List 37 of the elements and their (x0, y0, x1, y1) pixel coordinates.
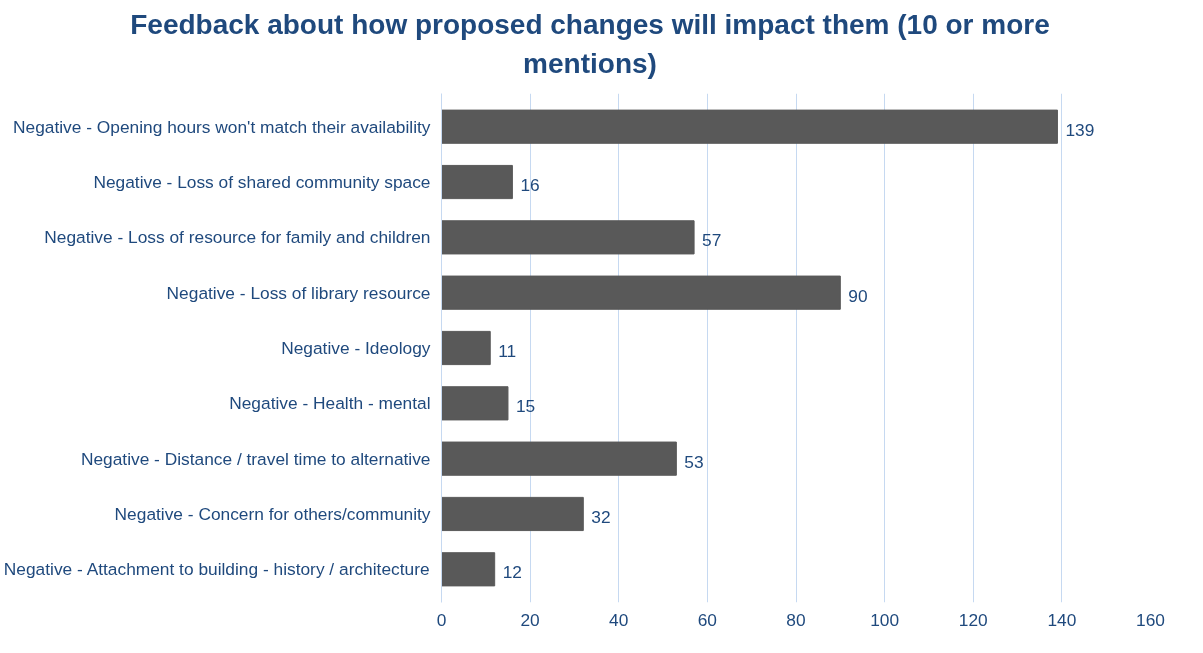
y-tick-label: Negative - Opening hours won't match their availability (13, 117, 431, 138)
x-tick-label: 100 (870, 609, 900, 630)
bar (441, 109, 1058, 145)
x-tick-label: 140 (1047, 609, 1077, 630)
data-label: 57 (702, 230, 722, 251)
x-tick-label: 160 (1136, 609, 1165, 630)
y-tick-label: Negative - Loss of resource for family and children (44, 227, 431, 248)
chart-title: Feedback about how proposed changes will impact them (10 or more mentions) (129, 8, 1051, 82)
bar (441, 441, 677, 477)
data-label: 32 (591, 507, 611, 528)
bar (441, 220, 695, 255)
bar (441, 497, 584, 532)
y-tick-label: Negative - Concern for others/community (114, 504, 431, 525)
data-label: 15 (515, 396, 536, 417)
bar (441, 275, 841, 311)
bar (441, 552, 496, 587)
data-label: 16 (520, 175, 540, 196)
y-tick-label: Negative - Attachment to building - history / architecture (3, 559, 430, 580)
bar (441, 165, 513, 200)
y-tick-label: Negative - Distance / travel time to alternative (80, 449, 431, 470)
x-tick-label: 60 (697, 609, 718, 630)
data-label: 90 (848, 286, 868, 307)
x-tick-label: 40 (609, 609, 629, 630)
data-label: 53 (684, 452, 704, 473)
x-tick-label: 80 (786, 609, 806, 630)
y-tick-label: Negative - Health - mental (229, 393, 431, 414)
data-label: 12 (502, 562, 522, 583)
bar (441, 331, 491, 366)
x-tick-label: 0 (436, 609, 447, 630)
x-tick-label: 120 (958, 609, 988, 630)
data-label: 11 (498, 341, 517, 362)
bar (441, 386, 509, 421)
y-tick-label: Negative - Loss of library resource (166, 283, 431, 304)
y-tick-label: Negative - Ideology (281, 338, 431, 359)
data-label: 139 (1065, 120, 1095, 141)
x-tick-label: 20 (520, 609, 540, 630)
y-tick-label: Negative - Loss of shared community space (93, 172, 431, 193)
